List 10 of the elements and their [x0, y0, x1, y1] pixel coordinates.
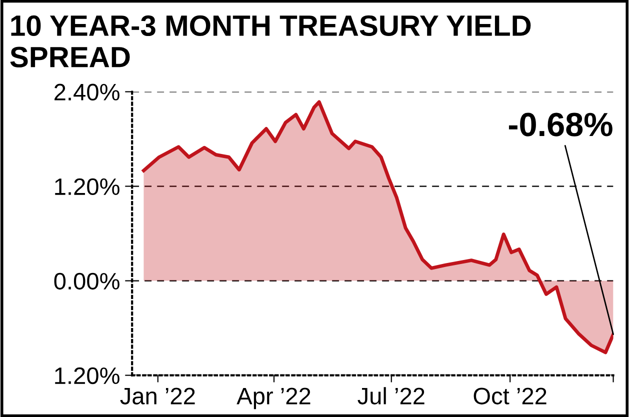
x-tick-label: Apr ’22 — [236, 388, 310, 410]
chart-title: 10 YEAR-3 MONTH TREASURY YIELD SPREAD — [10, 15, 531, 68]
y-tick-label: 1.20% — [55, 178, 120, 196]
y-tick-label: 2.40% — [54, 84, 120, 101]
y-tick-label: 1.20% — [55, 367, 120, 384]
x-tick-label: Jul ’22 — [358, 387, 424, 404]
x-tick-label: Jan ’22 — [120, 388, 195, 404]
y-tick-label: 0.00% — [54, 272, 120, 290]
annotation: -0.68% — [508, 112, 612, 136]
x-tick-label: Oct ’22 — [474, 388, 546, 404]
